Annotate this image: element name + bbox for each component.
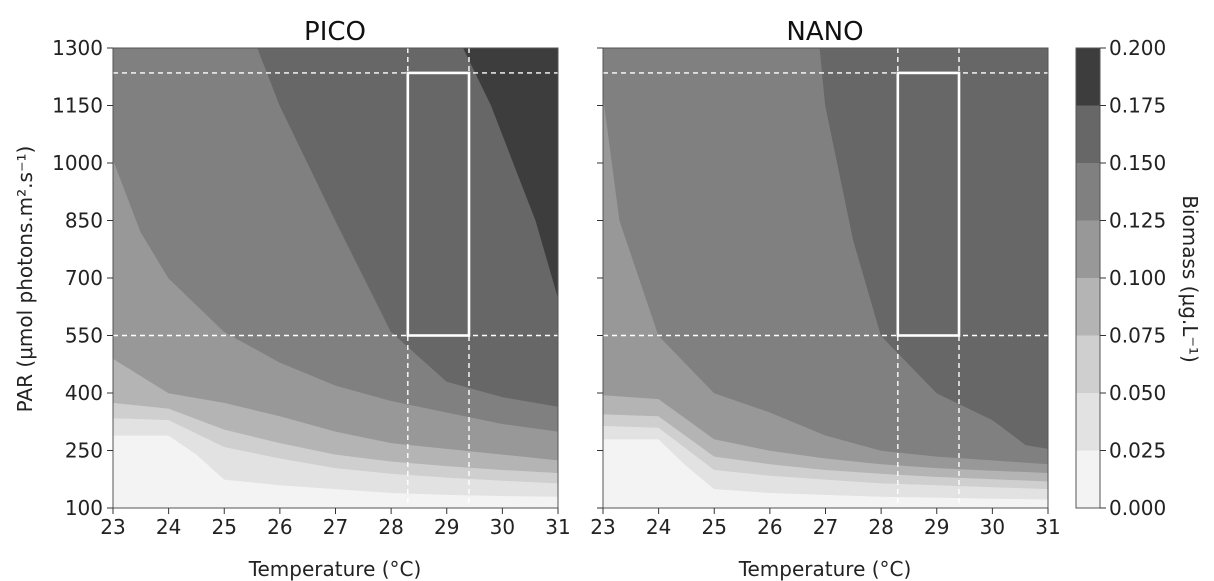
highlight-box xyxy=(406,71,471,337)
contour-band xyxy=(819,48,1048,449)
x-axis-label: Temperature (°C) xyxy=(248,557,422,581)
colorbar-block xyxy=(1076,163,1100,221)
colorbar-tick-label: 0.075 xyxy=(1109,324,1166,348)
x-tick-label: 25 xyxy=(212,515,237,539)
contour-fills xyxy=(113,48,558,508)
colorbar-tick-label: 0.150 xyxy=(1109,151,1166,175)
x-tick-label: 24 xyxy=(156,515,181,539)
x-tick-label: 29 xyxy=(434,515,459,539)
y-tick-label: 1000 xyxy=(52,151,103,175)
x-tick-label: 23 xyxy=(100,515,125,539)
x-tick-label: 25 xyxy=(702,515,727,539)
y-tick-label: 1150 xyxy=(52,94,103,118)
y-tick-label: 700 xyxy=(65,266,103,290)
y-tick-label: 850 xyxy=(65,209,103,233)
colorbar-blocks xyxy=(1075,47,1101,509)
colorbar-tick-label: 0.100 xyxy=(1109,266,1166,290)
y-tick-label: 400 xyxy=(65,381,103,405)
panel-title: NANO xyxy=(786,17,863,47)
y-axis xyxy=(597,47,603,509)
colorbar-block xyxy=(1076,335,1100,393)
x-tick-label: 24 xyxy=(646,515,671,539)
colorbar-ticks: 0.000 0.025 0.050 0.075 0.100 0.125 0.150 0.175… xyxy=(1100,36,1166,520)
contour-plot xyxy=(112,47,559,509)
contour-band xyxy=(463,48,558,298)
x-tick-label: 28 xyxy=(868,515,893,539)
colorbar-block xyxy=(1076,105,1100,163)
x-tick-label: 31 xyxy=(545,515,570,539)
x-tick-label: 30 xyxy=(980,515,1005,539)
y-axis: 100 250 400 550 700 850 1000 1150 1300 xyxy=(52,36,113,520)
y-tick-label: 100 xyxy=(65,496,103,520)
y-tick-label: 250 xyxy=(65,439,103,463)
x-tick-label: 26 xyxy=(267,515,292,539)
colorbar-block xyxy=(1076,48,1100,106)
x-axis: 23 24 25 26 27 28 29 30 31 xyxy=(100,508,571,539)
x-tick-label: 28 xyxy=(378,515,403,539)
nano-panel: NANO 23 24 25 26 27 28 29 30 31 Temperature (°C) xyxy=(590,17,1060,581)
x-tick-label: 27 xyxy=(323,515,348,539)
highlight-box xyxy=(896,71,961,337)
colorbar-tick-label: 0.125 xyxy=(1109,209,1166,233)
colorbar-tick-label: 0.000 xyxy=(1109,496,1166,520)
colorbar-tick-label: 0.175 xyxy=(1109,94,1166,118)
y-tick-label: 550 xyxy=(65,324,103,348)
colorbar-tick-label: 0.050 xyxy=(1109,381,1166,405)
x-tick-label: 31 xyxy=(1035,515,1060,539)
x-tick-label: 23 xyxy=(590,515,615,539)
contour-plot xyxy=(602,47,1049,509)
x-tick-label: 30 xyxy=(490,515,515,539)
x-tick-label: 27 xyxy=(813,515,838,539)
x-axis: 23 24 25 26 27 28 29 30 31 xyxy=(590,508,1061,539)
panel-title: PICO xyxy=(304,17,366,47)
x-tick-label: 26 xyxy=(757,515,782,539)
colorbar-block xyxy=(1076,278,1100,336)
y-axis-label: PAR (μmol photons.m².s⁻¹) xyxy=(13,146,37,413)
y-tick-label: 1300 xyxy=(52,36,103,60)
colorbar-block xyxy=(1076,220,1100,278)
pico-panel: PICO 23 24 25 26 27 28 29 30 31 100 250 400 550 700 8… xyxy=(13,17,571,581)
x-tick-label: 29 xyxy=(924,515,949,539)
colorbar-tick-label: 0.025 xyxy=(1109,439,1166,463)
colorbar-block xyxy=(1076,393,1100,451)
x-axis-label: Temperature (°C) xyxy=(738,557,912,581)
colorbar-block xyxy=(1076,450,1100,508)
colorbar: 0.000 0.025 0.050 0.075 0.100 0.125 0.150 0.175… xyxy=(1075,36,1202,520)
colorbar-label: Biomass (μg.L⁻¹) xyxy=(1178,195,1202,363)
colorbar-tick-label: 0.200 xyxy=(1109,36,1166,60)
contour-fills xyxy=(603,48,1048,508)
